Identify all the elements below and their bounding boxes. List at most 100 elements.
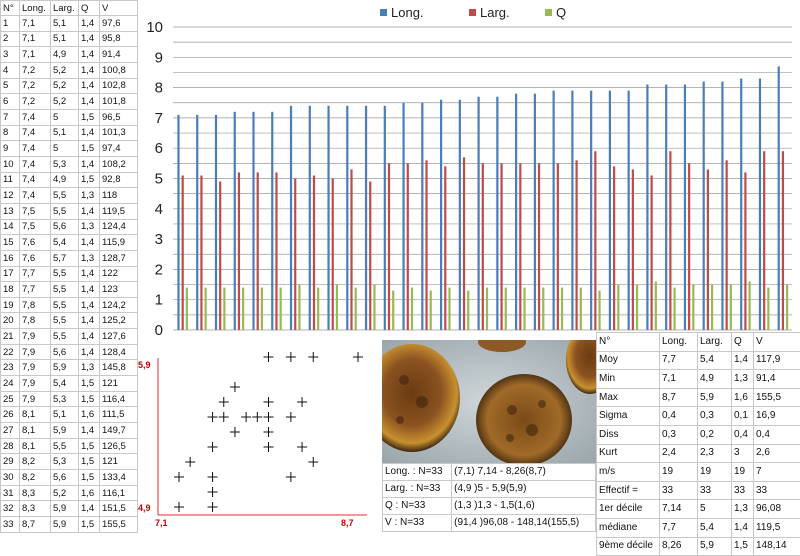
scatter-point	[230, 382, 240, 392]
bar-long	[327, 106, 329, 330]
bar-q	[411, 288, 413, 330]
specimen-cell: 1,4	[79, 203, 100, 219]
bar-long	[252, 112, 254, 330]
specimen-cell: 149,7	[100, 423, 138, 439]
specimen-cell: 1,4	[79, 344, 100, 360]
statistics-cell: m/s	[597, 463, 660, 482]
specimen-cell: 5,5	[51, 438, 79, 454]
specimen-cell: 7,2	[20, 94, 51, 110]
statistics-cell: 1,3	[732, 500, 754, 519]
bar-q	[430, 291, 432, 330]
statistics-cell: 0,3	[660, 425, 698, 444]
statistics-cell: Effectif =	[597, 481, 660, 500]
statistics-cell: médiane	[597, 518, 660, 537]
specimen-cell: 1,4	[79, 329, 100, 345]
specimen-cell: 7,5	[20, 203, 51, 219]
specimen-cell: 7,2	[20, 62, 51, 78]
scatter-point	[264, 442, 274, 452]
statistics-cell: 33	[732, 481, 754, 500]
statistics-cell: 0,2	[698, 425, 732, 444]
specimen-cell: 5,2	[51, 94, 79, 110]
bar-larg	[651, 175, 653, 330]
bar-larg	[388, 163, 390, 330]
bar-larg	[294, 179, 296, 331]
specimen-cell: 100,8	[100, 62, 138, 78]
statistics-cell: 117,9	[754, 351, 800, 370]
specimen-cell: 1,5	[79, 391, 100, 407]
bar-long	[309, 106, 311, 330]
scatter-point	[297, 442, 307, 452]
statistics-cell: 155,5	[754, 388, 800, 407]
bar-larg	[444, 166, 446, 330]
bar-long	[703, 82, 705, 330]
specimen-cell: 128,7	[100, 250, 138, 266]
specimen-cell: 7,6	[20, 235, 51, 251]
specimen-cell: 1,5	[79, 517, 100, 533]
specimen-cell: 5,2	[51, 485, 79, 501]
bar-long	[553, 91, 555, 330]
specimen-cell: 128,4	[100, 344, 138, 360]
statistics-cell: 2,6	[754, 444, 800, 463]
specimen-cell: 1,5	[79, 438, 100, 454]
bar-q	[261, 288, 263, 330]
bar-q	[448, 288, 450, 330]
statistics-cell: 4,9	[698, 370, 732, 389]
scatter-axis-label: 5,9	[138, 360, 151, 370]
range-summary-table: Long. : N=33(7,1) 7,14 - 8,26(8,7)Larg. …	[382, 463, 596, 532]
bar-q	[280, 288, 282, 330]
specimen-cell: 18	[1, 282, 20, 298]
specimen-header-cell: V	[100, 1, 138, 16]
scatter-point	[264, 412, 274, 422]
specimen-cell: 1,5	[79, 141, 100, 157]
specimen-cell: 8,1	[20, 423, 51, 439]
statistics-cell: 7,7	[660, 351, 698, 370]
range-value: (91,4 )96,08 - 148,14(155,5)	[452, 515, 596, 532]
specimen-header-cell: Q	[79, 1, 100, 16]
scatter-point	[286, 472, 296, 482]
specimen-cell: 8,1	[20, 407, 51, 423]
specimen-cell: 20	[1, 313, 20, 329]
scatter-point	[185, 457, 195, 467]
specimen-cell: 133,4	[100, 470, 138, 486]
specimen-cell: 1,4	[79, 501, 100, 517]
bar-q	[542, 288, 544, 330]
scatter-point	[264, 352, 274, 362]
spore-photo	[382, 340, 596, 463]
bar-long	[177, 115, 179, 330]
bar-long	[440, 100, 442, 330]
statistics-cell: 2,4	[660, 444, 698, 463]
specimen-cell: 28	[1, 438, 20, 454]
statistics-cell: Max	[597, 388, 660, 407]
specimen-cell: 5,5	[51, 297, 79, 313]
specimen-cell: 1,6	[79, 407, 100, 423]
specimen-cell: 7,4	[20, 156, 51, 172]
specimen-cell: 101,3	[100, 125, 138, 141]
specimen-cell: 1,3	[79, 219, 100, 235]
specimen-cell: 8,3	[20, 485, 51, 501]
bar-q	[467, 291, 469, 330]
specimen-cell: 7,7	[20, 282, 51, 298]
specimen-cell: 14	[1, 219, 20, 235]
specimen-cell: 123	[100, 282, 138, 298]
specimen-cell: 7,9	[20, 391, 51, 407]
specimen-cell: 7,4	[20, 141, 51, 157]
bar-q	[392, 291, 394, 330]
scatter-point	[208, 442, 218, 452]
bar-long	[346, 106, 348, 330]
specimen-cell: 7,8	[20, 313, 51, 329]
bar-larg	[763, 151, 765, 330]
